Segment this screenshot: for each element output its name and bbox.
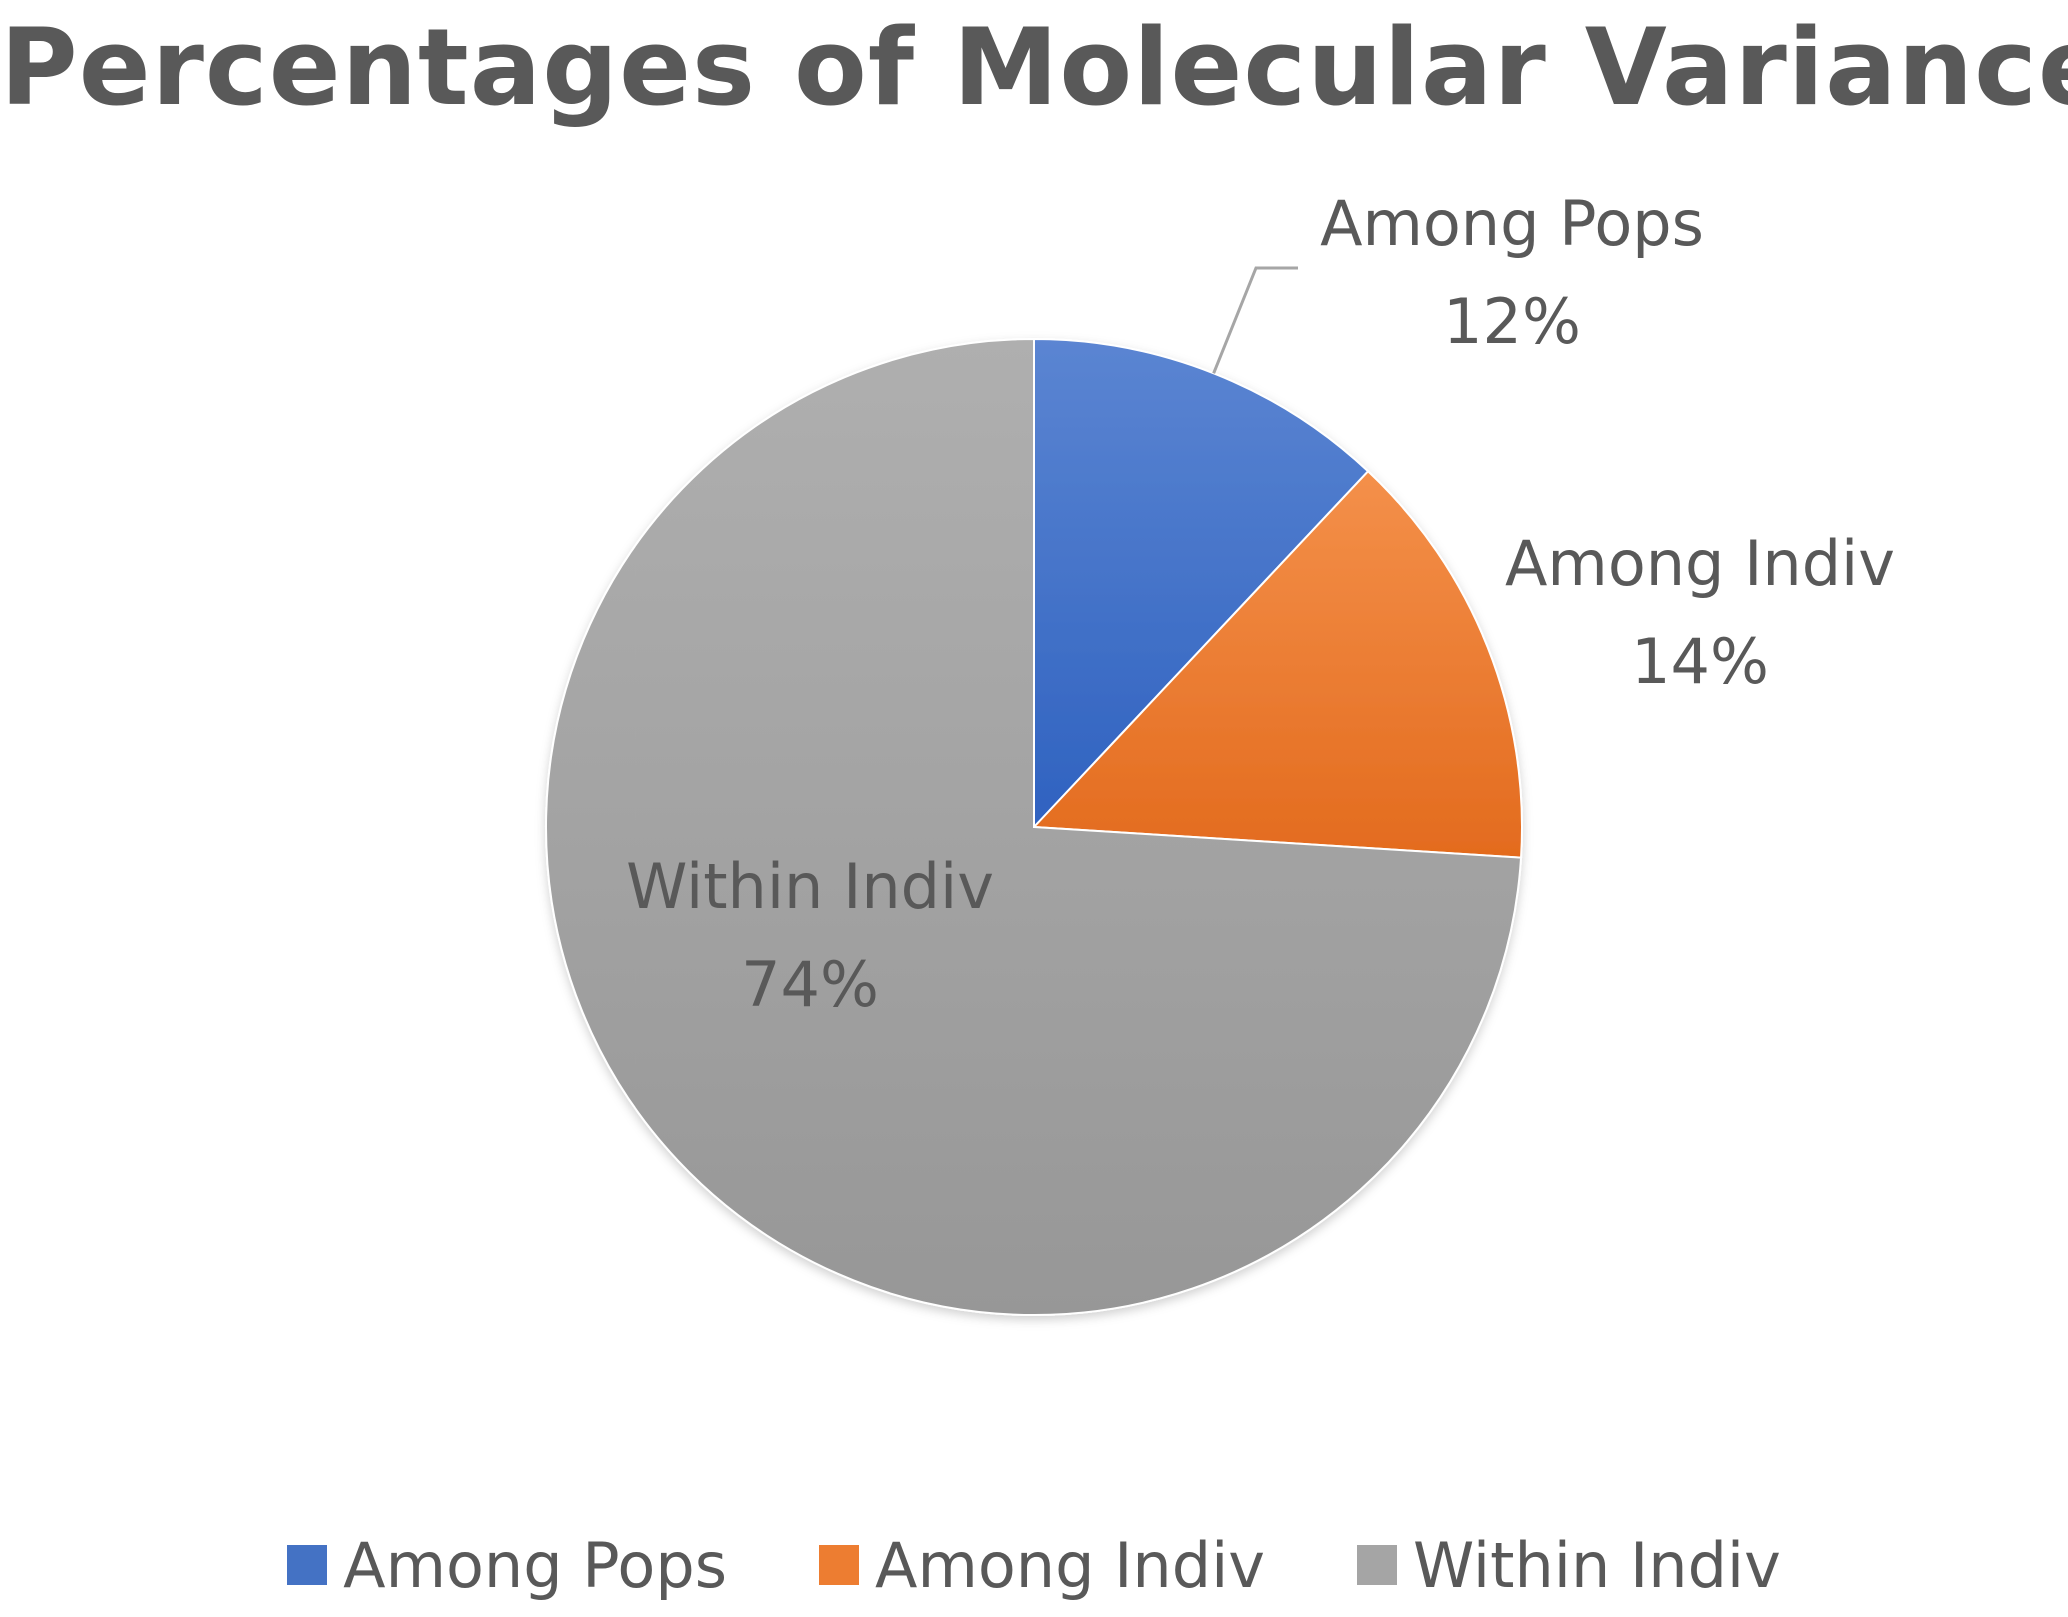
data-label-within-indiv: Within Indiv 74% bbox=[626, 850, 994, 1021]
legend-swatch-among-pops bbox=[287, 1545, 328, 1585]
legend-label-among-pops: Among Pops bbox=[343, 1528, 728, 1602]
legend: Among Pops Among Indiv Within Indiv bbox=[0, 1528, 2068, 1602]
legend-label-among-indiv: Among Indiv bbox=[875, 1528, 1265, 1602]
legend-label-within-indiv: Within Indiv bbox=[1412, 1528, 1781, 1602]
pie-slice-within-indiv bbox=[545, 337, 1523, 1316]
legend-swatch-within-indiv bbox=[1356, 1545, 1397, 1585]
legend-item-within-indiv: Within Indiv bbox=[1356, 1528, 1781, 1602]
legend-item-among-pops: Among Pops bbox=[287, 1529, 727, 1602]
legend-swatch-among-indiv bbox=[819, 1545, 860, 1585]
data-label-among-pops: Among Pops 12% bbox=[1320, 187, 1704, 358]
legend-item-among-indiv: Among Indiv bbox=[819, 1529, 1265, 1602]
pie-slice-among-indiv bbox=[1031, 469, 1523, 859]
chart-title: Percentages of Molecular Variance bbox=[0, 6, 2068, 129]
leader-line-among-pops bbox=[1212, 266, 1298, 374]
data-label-among-indiv: Among Indiv 14% bbox=[1505, 527, 1895, 698]
